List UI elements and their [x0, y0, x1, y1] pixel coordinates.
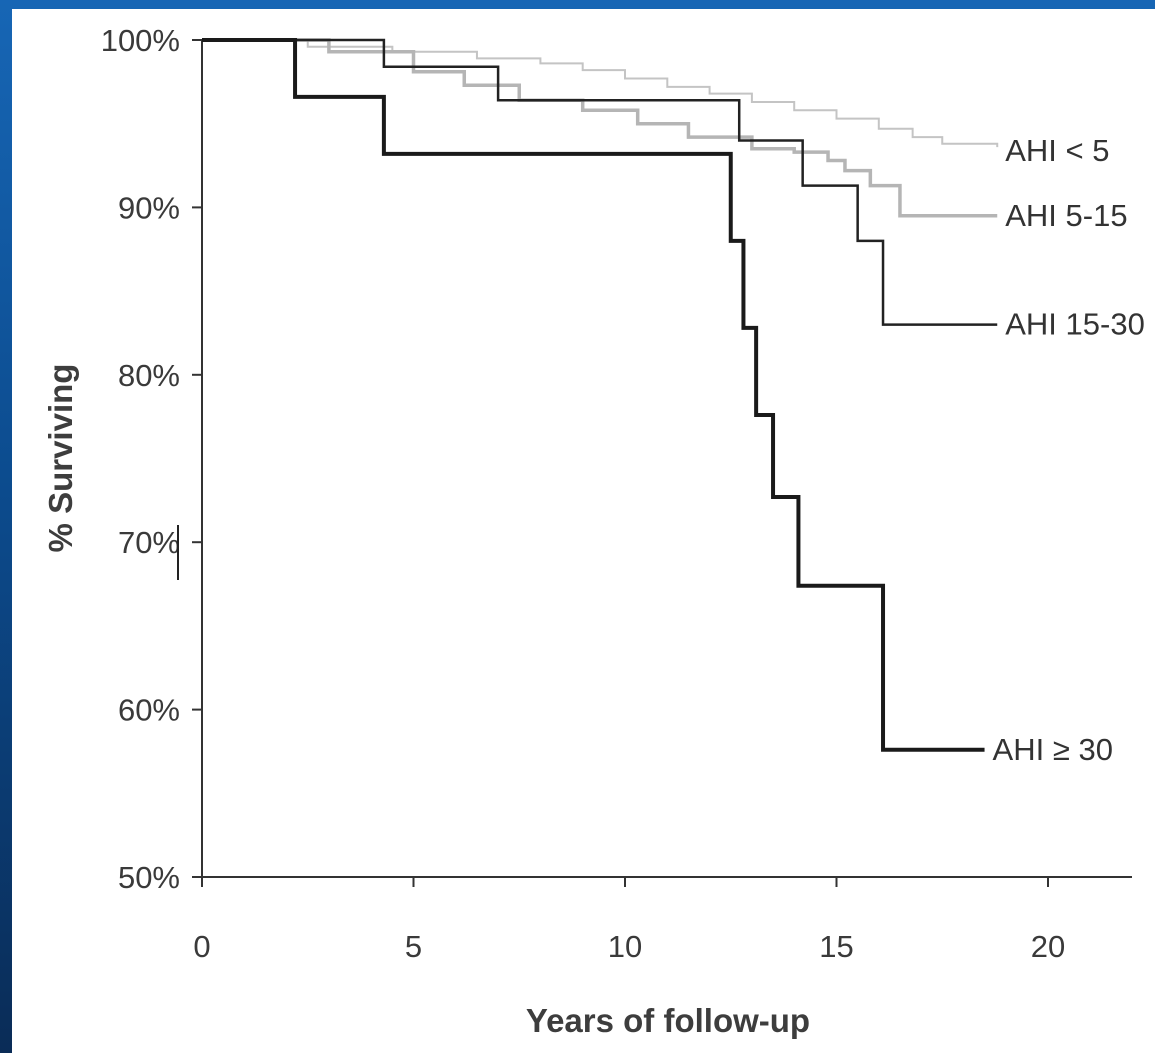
series-label: AHI 5-15: [1005, 198, 1127, 233]
x-tick-label: 10: [608, 929, 642, 964]
y-tick-label: 90%: [118, 190, 180, 225]
series-label: AHI ≥ 30: [993, 732, 1113, 767]
axes-group: 0 5 10 15 20 50% 60% 70% 80% 90% 100%: [101, 23, 1132, 964]
x-tick-label: 0: [193, 929, 210, 964]
y-tick-label: 100%: [101, 23, 180, 58]
x-tick-label: 15: [819, 929, 853, 964]
y-axis-title: % Surviving: [42, 364, 79, 553]
y-tick-label: 50%: [118, 860, 180, 895]
series-line: [202, 38, 998, 218]
series-line: [202, 39, 999, 148]
y-tick-label: 70%: [118, 525, 180, 560]
series-line: [202, 38, 985, 752]
x-tick-label: 5: [405, 929, 422, 964]
series-label: AHI 15-30: [1005, 307, 1145, 342]
y-tick-label: 80%: [118, 358, 180, 393]
x-axis-title: Years of follow-up: [526, 1002, 810, 1039]
labels-group: Years of follow-up % Surviving AHI < 5 AH…: [42, 133, 1145, 1039]
series-group: [202, 38, 999, 752]
series-line: [202, 38, 998, 326]
x-tick-label: 20: [1031, 929, 1065, 964]
series-label: AHI < 5: [1005, 133, 1109, 168]
y-tick-label: 60%: [118, 693, 180, 728]
